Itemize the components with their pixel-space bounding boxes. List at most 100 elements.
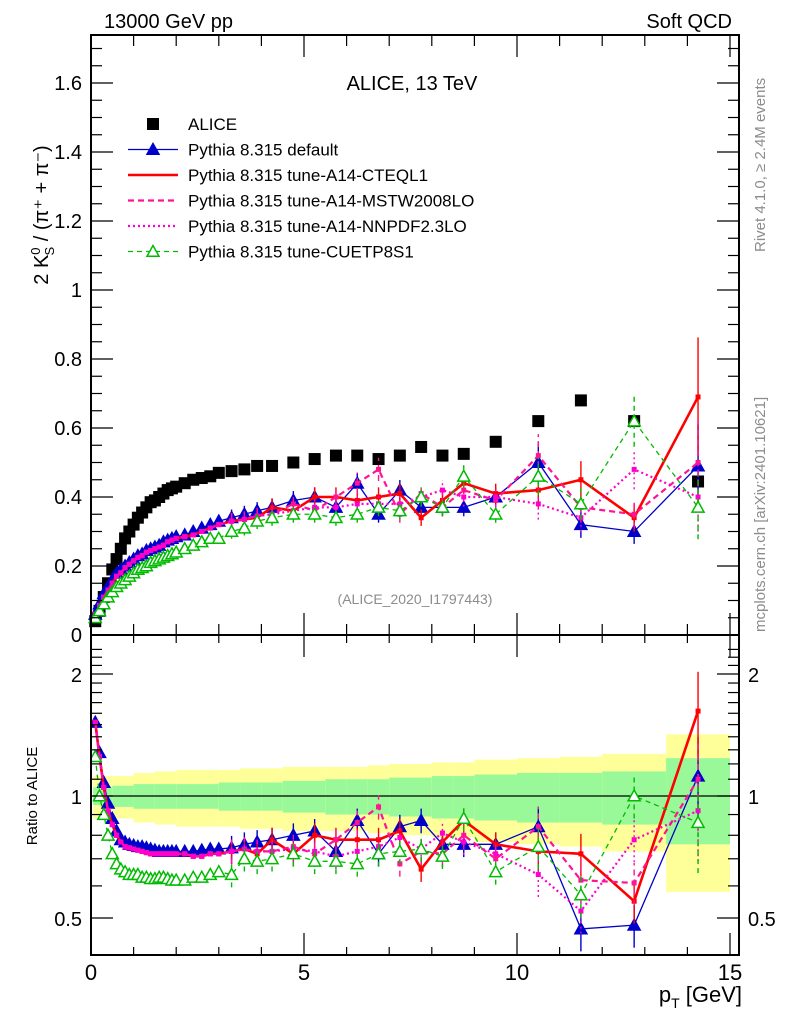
data-point	[135, 554, 141, 560]
data-point	[329, 449, 342, 462]
data-point	[286, 846, 301, 860]
data-point	[156, 544, 162, 550]
main-plot-panel: 0 0.2 0.4 0.6 0.8 1 1.2 1.4 1.6 ALICE, 13 TeV (A…	[28, 34, 740, 647]
data-point	[535, 501, 541, 507]
data-point	[626, 917, 642, 931]
data-point	[165, 539, 171, 545]
data-point	[690, 499, 706, 513]
data-point	[165, 851, 171, 857]
data-point	[173, 851, 179, 857]
legend-label: Pythia 8.315 tune-A14-MSTW2008LO	[188, 192, 474, 211]
data-point	[573, 496, 589, 510]
data-point	[397, 834, 403, 840]
y-tick-label: 0.8	[54, 349, 82, 371]
legend-marker	[145, 243, 161, 258]
data-point	[397, 828, 403, 834]
data-point	[135, 847, 141, 853]
data-point	[199, 529, 205, 534]
data-point	[535, 487, 541, 493]
data-point	[131, 558, 137, 564]
series-pythia-8-315-tune-a14-cteql1	[92, 337, 701, 617]
data-point	[308, 453, 321, 466]
data-point	[488, 864, 503, 878]
x-tick-label: 10	[505, 960, 529, 985]
legend-symbol	[147, 118, 159, 130]
data-point	[392, 843, 408, 857]
data-point	[249, 853, 265, 867]
data-point	[690, 815, 706, 829]
data-point	[493, 841, 499, 847]
data-point	[241, 516, 247, 522]
data-point	[114, 573, 120, 579]
data-point	[173, 535, 179, 541]
data-point	[182, 851, 188, 857]
y-label-sup: 0	[28, 247, 43, 254]
data-point	[397, 491, 403, 497]
data-point	[371, 846, 386, 860]
data-point	[354, 848, 360, 854]
data-point	[695, 494, 701, 500]
data-point	[225, 465, 238, 478]
uncertainty-band-inner	[474, 774, 517, 821]
analysis-watermark: (ALICE_2020_I1797443)	[338, 591, 493, 607]
x-label-suffix: [GeV]	[680, 982, 742, 1007]
uncertainty-band-inner	[346, 779, 368, 815]
y-tick-label: 0.4	[54, 487, 82, 509]
data-point	[418, 866, 424, 872]
data-point	[118, 839, 124, 845]
data-point	[139, 848, 145, 854]
data-point	[695, 708, 701, 714]
data-point	[349, 856, 365, 870]
data-point	[190, 532, 196, 538]
data-point	[109, 580, 115, 586]
data-point	[695, 460, 701, 465]
data-point	[695, 394, 701, 400]
data-point	[266, 459, 279, 472]
data-point	[393, 449, 406, 462]
data-point	[143, 549, 149, 555]
y-tick-label: 1.4	[54, 142, 82, 164]
data-point	[207, 851, 213, 857]
legend: ALICE Pythia 8.315 default Pythia 8.315 tu…	[128, 115, 474, 262]
data-point	[249, 513, 265, 527]
data-point	[212, 466, 225, 479]
legend-item-alice: ALICE	[147, 115, 237, 134]
data-point	[631, 466, 637, 472]
data-point	[169, 851, 175, 857]
y-tick-label: 1.6	[54, 73, 82, 95]
uncertainty-band-inner	[431, 776, 454, 819]
data-point	[182, 534, 188, 540]
data-point	[237, 520, 252, 534]
ratio-y-tick-label-left: 0.5	[54, 909, 82, 931]
header-left-label: 13000 GeV pp	[104, 11, 233, 33]
data-point	[131, 846, 137, 852]
x-tick-label: 15	[718, 960, 742, 985]
data-point	[168, 872, 184, 886]
data-point	[489, 435, 502, 448]
data-point	[224, 867, 239, 881]
data-point	[413, 841, 429, 855]
data-point	[354, 497, 360, 503]
data-point	[287, 456, 300, 469]
uncertainty-band-inner	[410, 777, 432, 817]
data-point	[207, 525, 213, 531]
data-point	[493, 491, 499, 497]
data-point	[333, 504, 339, 510]
main-plot-title: ALICE, 13 TeV	[347, 73, 478, 95]
data-point	[531, 839, 546, 853]
data-point	[573, 517, 589, 531]
data-point	[101, 784, 107, 790]
data-point	[493, 851, 499, 857]
legend-item-pythia-8-315-tune-a14-mstw2008lo: Pythia 8.315 tune-A14-MSTW2008LO	[128, 192, 474, 211]
data-point	[143, 850, 149, 856]
uncertainty-band-inner	[282, 780, 304, 813]
data-point	[251, 459, 264, 472]
legend-item-pythia-8-315-default: Pythia 8.315 default	[128, 141, 339, 160]
data-point	[96, 596, 112, 610]
data-point	[457, 447, 470, 460]
data-point	[224, 523, 239, 538]
svg-text:2 K0S / (π⁺ + π⁻): 2 K0S / (π⁺ + π⁻)	[28, 145, 57, 284]
data-point	[286, 506, 301, 520]
rivet-version-label: Rivet 4.1.0, ≥ 2.4M events	[752, 78, 769, 252]
